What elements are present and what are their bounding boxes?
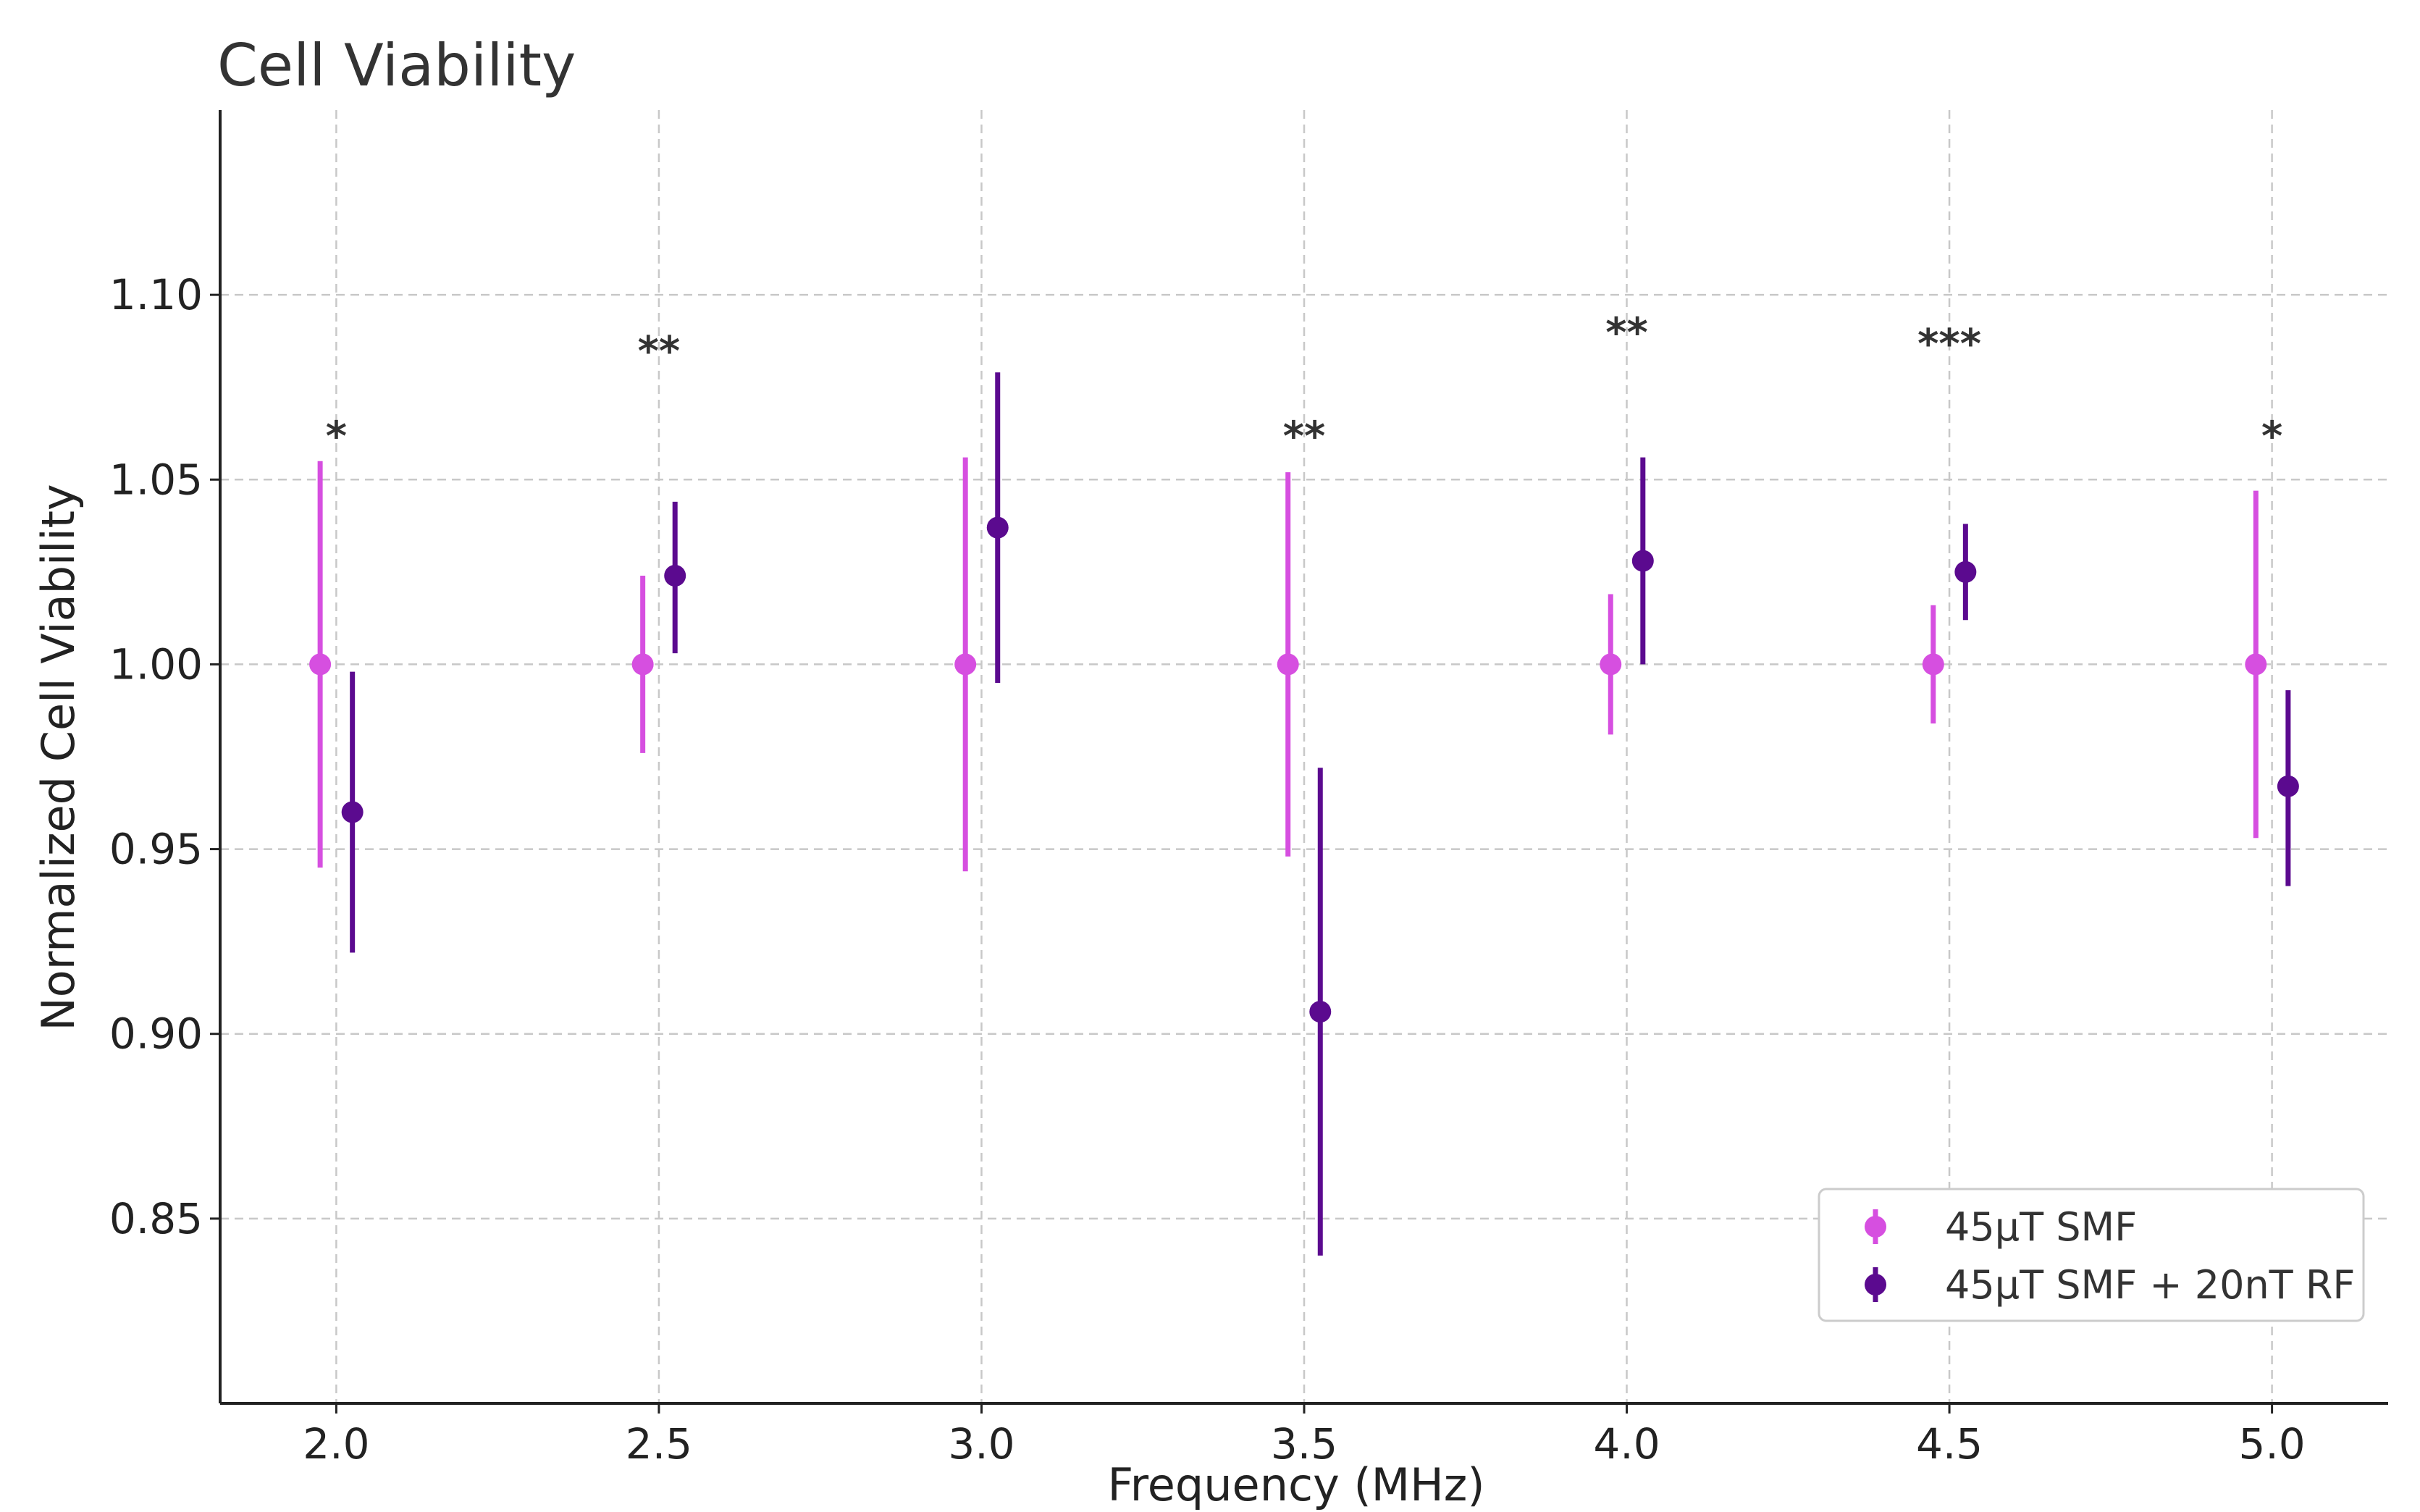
x-axis-label: Frequency (MHz) [1107, 1458, 1484, 1511]
data-point [1954, 560, 1977, 583]
legend-label: 45μT SMF + 20nT RF [1945, 1262, 2355, 1308]
data-point [1277, 653, 1299, 676]
data-point [1309, 1001, 1332, 1023]
data-point [1631, 550, 1654, 572]
significance-marker: *** [1917, 321, 1981, 368]
significance-marker: * [2261, 413, 2282, 460]
data-point [2277, 775, 2299, 797]
x-tick-label: 2.5 [626, 1419, 692, 1469]
axes-layer: 2.0 2.5 3.0 3.5 4.0 4.5 5.0 0.85 0.90 0.95 1.00 1.0… [109, 110, 2388, 1469]
legend-marker-point [1865, 1274, 1886, 1295]
y-tick-label: 0.85 [109, 1194, 203, 1243]
data-point [664, 564, 686, 587]
annotation-layer: ******* **** [326, 310, 2283, 461]
x-tick-label: 5.0 [2238, 1419, 2305, 1469]
x-tick-label: 3.5 [1271, 1419, 1337, 1469]
data-point [309, 653, 332, 676]
legend-box [1818, 1188, 2365, 1322]
data-point [341, 801, 364, 823]
data-point [1922, 653, 1944, 676]
x-tick-label: 4.0 [1593, 1419, 1660, 1469]
y-tick-label: 0.90 [109, 1009, 203, 1059]
x-tick-label: 3.0 [948, 1419, 1014, 1469]
y-tick-label: 1.05 [109, 455, 203, 504]
data-point [2245, 653, 2267, 676]
data-point [954, 653, 977, 676]
significance-marker: * [326, 413, 347, 460]
marks-layer [309, 372, 2299, 1256]
y-tick-label: 0.95 [109, 825, 203, 874]
x-tick-label: 4.5 [1916, 1419, 1983, 1469]
x-tick-label: 2.0 [303, 1419, 369, 1469]
y-tick-label: 1.00 [109, 639, 203, 689]
data-point [986, 516, 1009, 539]
data-point [631, 653, 654, 676]
significance-marker: ** [1605, 310, 1648, 357]
y-axis-label: Normalized Cell Viability [32, 484, 85, 1030]
significance-marker: ** [638, 328, 681, 375]
chart-title: Cell Viability [217, 32, 576, 99]
legend: 45μT SMF 45μT SMF + 20nT RF [1818, 1188, 2365, 1322]
data-point [1600, 653, 1622, 676]
significance-marker: ** [1283, 413, 1326, 460]
legend-label: 45μT SMF [1945, 1204, 2137, 1250]
legend-marker-point [1865, 1216, 1886, 1238]
grid-layer [220, 110, 2388, 1403]
y-tick-label: 1.10 [109, 270, 203, 319]
